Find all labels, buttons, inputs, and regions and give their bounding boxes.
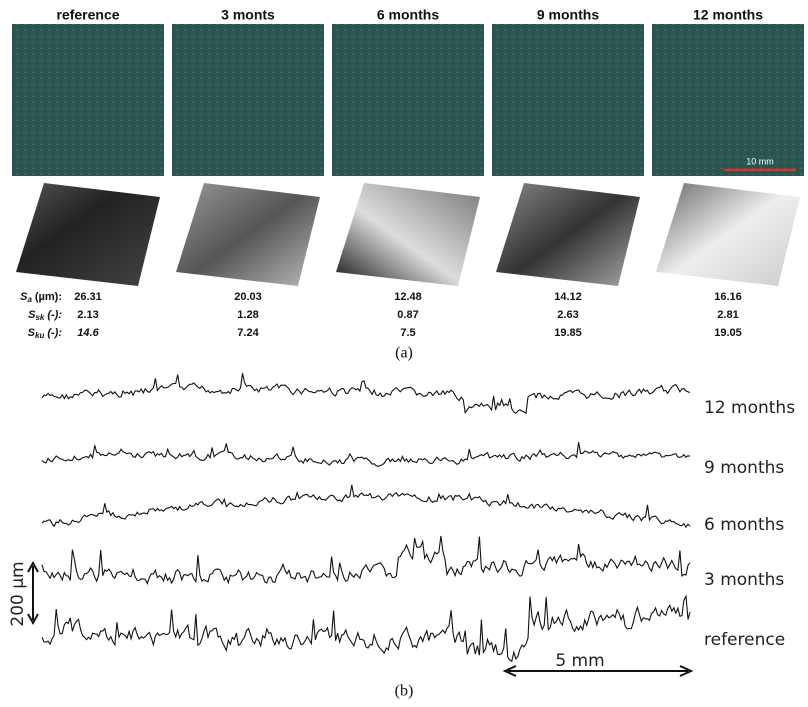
surface-3d xyxy=(336,183,480,286)
surface-photo xyxy=(12,24,164,176)
parameter-value: 19.05 xyxy=(714,327,742,339)
surface-3d xyxy=(496,183,640,286)
parameter-label: Ssk(-): xyxy=(28,309,62,322)
parameter-value: 7.24 xyxy=(237,327,259,339)
subscript: a xyxy=(27,295,32,304)
surface-3d xyxy=(656,183,800,286)
unit: (-): xyxy=(47,327,62,339)
profile-label: 3 months xyxy=(704,570,784,590)
parameter-value: 2.81 xyxy=(717,309,738,321)
parameter-value: 14.12 xyxy=(554,291,582,303)
unit: (µm): xyxy=(35,291,62,303)
parameter-value: 2.63 xyxy=(557,309,578,321)
column-header: 6 months xyxy=(377,7,439,23)
subscript: sk xyxy=(35,313,44,322)
unit: (-): xyxy=(47,309,62,321)
scale-bar-label: 10 mm xyxy=(746,156,774,166)
profile-label: 12 months xyxy=(704,398,795,418)
profile-trace xyxy=(42,442,690,466)
parameter-value: 1.28 xyxy=(237,309,258,321)
images xyxy=(12,24,804,286)
surface-3d xyxy=(176,183,320,286)
vertical-scale-label: 200 µm xyxy=(8,561,28,626)
figure: (a) 200 µm 5 mm (b) reference 3 monts 6 mo… xyxy=(0,0,808,707)
profile-trace xyxy=(42,373,690,413)
parameter-value: 19.85 xyxy=(554,327,582,339)
profile-label: reference xyxy=(704,630,785,650)
parameter-value: 16.16 xyxy=(714,291,742,303)
parameter-label: Sku(-): xyxy=(28,327,63,340)
parameter-value: 12.48 xyxy=(394,291,422,303)
profile-trace xyxy=(42,485,690,527)
profile-label: 9 months xyxy=(704,458,784,478)
surface-3d xyxy=(16,183,160,286)
column-header: 3 monts xyxy=(221,7,275,23)
profile-label: 6 months xyxy=(704,515,784,535)
surface-photo xyxy=(652,24,804,176)
parameter-value: 20.03 xyxy=(234,291,262,303)
column-header: reference xyxy=(56,7,119,23)
profile-trace xyxy=(42,536,690,584)
column-header: 9 months xyxy=(537,7,599,23)
parameter-value: 0.87 xyxy=(397,309,418,321)
parameter-value: 7.5 xyxy=(400,327,415,339)
profiles xyxy=(42,373,690,661)
subscript: ku xyxy=(35,331,44,340)
caption: (b) xyxy=(395,683,414,700)
surface-photo xyxy=(492,24,644,176)
caption: (a) xyxy=(395,345,413,362)
column-header: 12 months xyxy=(693,7,763,23)
surface-photo xyxy=(332,24,484,176)
parameter-value: 2.13 xyxy=(77,309,98,321)
parameter-label: Sa(µm): xyxy=(20,291,62,304)
parameter-value: 26.31 xyxy=(74,291,102,303)
horizontal-scale-label: 5 mm xyxy=(555,651,604,671)
surface-photo xyxy=(172,24,324,176)
parameter-value: 14.6 xyxy=(77,327,99,339)
